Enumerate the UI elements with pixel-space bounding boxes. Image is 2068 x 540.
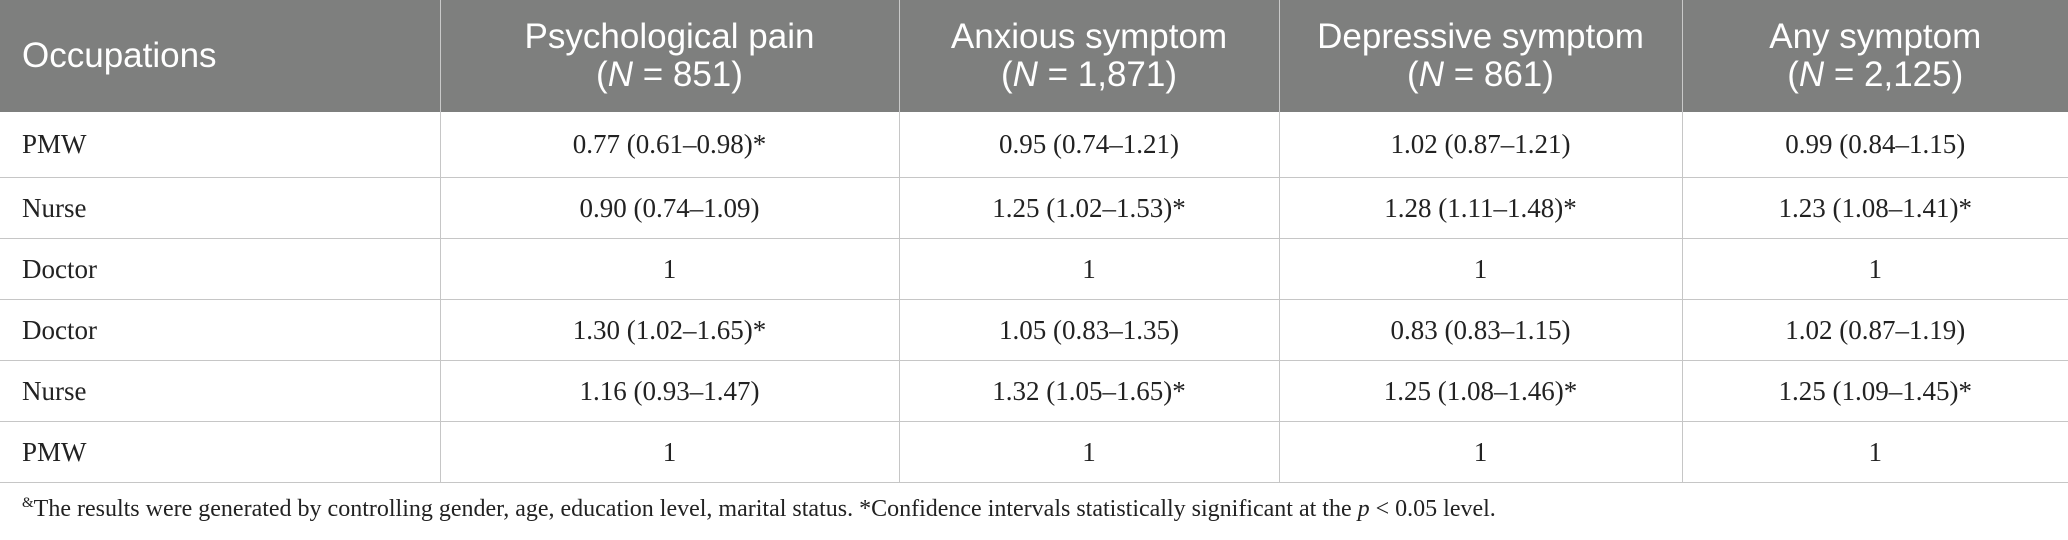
footnote-text-end: < 0.05 level. [1369,496,1496,522]
header-title: Any symptom [1769,17,1982,56]
header-any-symptom: Any symptom (N = 2,125) [1681,0,2068,112]
cell-any-symptom: 1.23 (1.08–1.41)* [1681,177,2068,239]
cell-psychological-pain: 0.90 (0.74–1.09) [439,177,899,239]
cell-psychological-pain: 1.30 (1.02–1.65)* [439,299,899,361]
header-sample-size: (N = 1,871) [1000,55,1178,94]
table-row: Doctor 1.30 (1.02–1.65)* 1.05 (0.83–1.35… [0,299,2068,361]
table-header: Occupations Psychological pain (N = 851)… [0,0,2068,112]
header-psychological-pain: Psychological pain (N = 851) [439,0,899,112]
cell-depressive-symptom: 1.28 (1.11–1.48)* [1278,177,1682,239]
cell-any-symptom: 1 [1681,238,2068,300]
cell-occupation: Nurse [0,360,440,422]
table-row: Nurse 1.16 (0.93–1.47) 1.32 (1.05–1.65)*… [0,360,2068,422]
header-depressive-symptom: Depressive symptom (N = 861) [1278,0,1682,112]
cell-anxious-symptom: 1.25 (1.02–1.53)* [898,177,1279,239]
cell-psychological-pain: 1 [439,421,899,483]
cell-depressive-symptom: 0.83 (0.83–1.15) [1278,299,1682,361]
header-sample-size: (N = 2,125) [1787,55,1964,94]
table-body: PMW 0.77 (0.61–0.98)* 0.95 (0.74–1.21) 1… [0,112,2068,483]
cell-psychological-pain: 1 [439,238,899,300]
header-title: Psychological pain [524,17,815,56]
cell-anxious-symptom: 0.95 (0.74–1.21) [898,112,1279,178]
cell-anxious-symptom: 1.32 (1.05–1.65)* [898,360,1279,422]
cell-anxious-symptom: 1 [898,421,1279,483]
cell-depressive-symptom: 1.25 (1.08–1.46)* [1278,360,1682,422]
cell-psychological-pain: 1.16 (0.93–1.47) [439,360,899,422]
header-sample-size: (N = 851) [596,55,743,94]
cell-occupation: Doctor [0,238,440,300]
footnote-p-variable: p [1357,496,1370,522]
table-row: PMW 1 1 1 1 [0,421,2068,483]
table-row: Nurse 0.90 (0.74–1.09) 1.25 (1.02–1.53)*… [0,177,2068,239]
table-footnote: &The results were generated by controlli… [22,495,1496,523]
header-sample-size: (N = 861) [1407,55,1554,94]
cell-occupation: PMW [0,112,440,178]
odds-ratio-table: Occupations Psychological pain (N = 851)… [0,0,2068,483]
table-row: Doctor 1 1 1 1 [0,238,2068,300]
cell-any-symptom: 1 [1681,421,2068,483]
header-title: Depressive symptom [1317,17,1644,56]
header-row: Occupations Psychological pain (N = 851)… [0,0,2068,112]
cell-any-symptom: 1.25 (1.09–1.45)* [1681,360,2068,422]
cell-occupation: Doctor [0,299,440,361]
cell-anxious-symptom: 1 [898,238,1279,300]
header-occupations: Occupations [0,0,440,112]
cell-occupation: Nurse [0,177,440,239]
cell-any-symptom: 1.02 (0.87–1.19) [1681,299,2068,361]
header-title: Occupations [22,36,217,75]
cell-psychological-pain: 0.77 (0.61–0.98)* [439,112,899,178]
header-title: Anxious symptom [950,17,1228,56]
cell-depressive-symptom: 1 [1278,238,1682,300]
header-anxious-symptom: Anxious symptom (N = 1,871) [898,0,1279,112]
footnote-text: The results were generated by controllin… [33,496,1358,522]
cell-anxious-symptom: 1.05 (0.83–1.35) [898,299,1279,361]
cell-any-symptom: 0.99 (0.84–1.15) [1681,112,2068,178]
cell-occupation: PMW [0,421,440,483]
cell-depressive-symptom: 1 [1278,421,1682,483]
cell-depressive-symptom: 1.02 (0.87–1.21) [1278,112,1682,178]
table-row: PMW 0.77 (0.61–0.98)* 0.95 (0.74–1.21) 1… [0,112,2068,178]
footnote-marker: & [22,495,34,511]
